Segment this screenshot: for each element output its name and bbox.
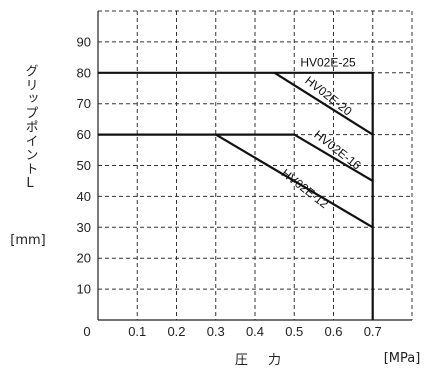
x-tick-label: 0.3: [207, 324, 225, 339]
x-tick-label: 0.6: [324, 324, 342, 339]
y-tick-label: 30: [77, 220, 91, 235]
y-tick-label: 50: [77, 158, 91, 173]
y-tick-label: 10: [77, 282, 91, 297]
x-tick-label: 0.5: [285, 324, 303, 339]
x-tick-label: 0.2: [167, 324, 185, 339]
tick-labels: 0.1 0.2 0.3 0.4 0.5 0.6 0.7 10 20 30 40 50 60 70 80 90: [77, 34, 382, 339]
y-axis-label: グリップポイントL: [23, 64, 39, 192]
origin-label: 0: [83, 324, 90, 339]
series-line-hv02e-16: [98, 133, 374, 182]
y-tick-label: 20: [77, 251, 91, 266]
series-line-hv02e-12: [215, 133, 374, 229]
x-tick-label: 0.7: [364, 324, 382, 339]
y-tick-label: 90: [77, 34, 91, 49]
grid: [98, 10, 413, 320]
x-axis-unit: [MPa]: [384, 351, 421, 366]
y-tick-label: 70: [77, 96, 91, 111]
x-tick-label: 0.4: [246, 324, 264, 339]
series-label: HV02E-25: [300, 56, 356, 70]
series-label: HV02E-12: [279, 166, 332, 211]
axes: [97, 11, 412, 321]
series-lines: [98, 71, 374, 320]
series-line-hv02e-20: [274, 71, 374, 136]
y-tick-label: 60: [77, 127, 91, 142]
series-line-hv02e-25: [98, 71, 374, 320]
y-tick-label: 80: [77, 65, 91, 80]
x-axis-label: 圧 力: [235, 353, 289, 368]
y-axis-unit: [mm]: [10, 233, 45, 248]
y-tick-label: 40: [77, 189, 91, 204]
x-tick-label: 0.1: [128, 324, 146, 339]
